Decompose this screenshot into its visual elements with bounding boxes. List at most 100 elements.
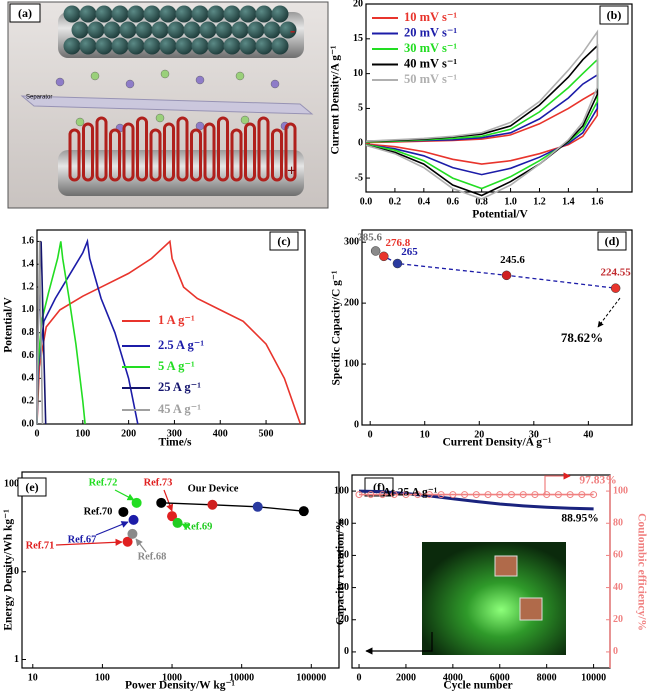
x-tick-label: 0.8 xyxy=(475,196,488,207)
separator-label: Separator xyxy=(26,95,52,101)
data-point xyxy=(167,511,178,522)
panel-label-box xyxy=(9,3,41,23)
x-tick-label: 200 xyxy=(121,428,136,439)
label-arrow xyxy=(95,521,129,536)
y-axis-label: Specific Capacity/C g⁻¹ xyxy=(331,271,343,386)
label-arrow xyxy=(163,489,174,512)
x-tick-label: 1000 xyxy=(162,672,182,683)
y-tick-label: 1.0 xyxy=(22,304,35,315)
y2-tick-label: 60 xyxy=(613,550,623,561)
sphere xyxy=(71,21,89,39)
point-label: Ref.70 xyxy=(84,506,113,517)
x-tick-label: 1.0 xyxy=(504,196,517,207)
x-tick-label: 1.2 xyxy=(533,196,546,207)
x-axis-label: Power Density/W kg⁻¹ xyxy=(125,680,235,692)
sphere xyxy=(271,5,289,23)
coil xyxy=(109,128,121,182)
series-marker xyxy=(578,491,586,499)
x-tick-label: 400 xyxy=(213,428,228,439)
series-marker xyxy=(449,491,457,499)
series-line xyxy=(365,43,599,197)
x-tick-label: 0 xyxy=(368,429,373,440)
coil xyxy=(82,122,94,182)
plot-frame xyxy=(365,3,633,193)
y-tick-label: 1.4 xyxy=(22,259,35,270)
sphere xyxy=(255,37,273,55)
x-tick-label: 0.0 xyxy=(360,196,373,207)
y-tick-label: 60 xyxy=(339,550,349,561)
legend-label: 50 mV s⁻¹ xyxy=(404,72,457,86)
series-line xyxy=(36,239,302,425)
y-tick-label: 1.6 xyxy=(22,236,35,247)
point-label: Ref.73 xyxy=(144,477,173,488)
ion xyxy=(160,69,170,79)
sphere xyxy=(159,5,177,23)
y-tick-label: 0 xyxy=(358,138,363,149)
series-line xyxy=(358,489,594,511)
coil xyxy=(68,128,81,182)
y-tick-label: 20 xyxy=(353,0,363,9)
series-marker xyxy=(367,491,375,499)
x-tick-label: 10 xyxy=(28,672,38,683)
point-label: Ref.68 xyxy=(138,551,167,562)
sphere xyxy=(223,37,241,55)
sphere xyxy=(231,21,249,39)
coil xyxy=(149,128,162,182)
y2-tick-label: 80 xyxy=(613,518,623,529)
minus-sign: - xyxy=(290,23,295,40)
sphere xyxy=(143,5,161,23)
label-arrow xyxy=(55,538,123,546)
ion xyxy=(90,71,100,81)
sphere xyxy=(103,21,121,39)
y-tick-label: 100 xyxy=(334,485,349,496)
y-axis-label: Capacity retention/% xyxy=(335,519,347,625)
coil xyxy=(176,116,189,182)
y2-tick-label: 100 xyxy=(613,485,628,496)
y-tick-label: 10 xyxy=(353,68,363,79)
x-axis-label: Potential/V xyxy=(472,209,528,221)
anode-spheres xyxy=(63,5,297,55)
series-line xyxy=(36,238,139,425)
sphere xyxy=(87,21,105,39)
series-line xyxy=(365,57,599,190)
ion xyxy=(75,117,85,127)
value-label: 285.6 xyxy=(357,231,382,243)
sphere xyxy=(247,21,265,39)
value-label: 265 xyxy=(401,246,418,258)
y-tick-label: 5 xyxy=(358,103,363,114)
x-tick-label: 0.2 xyxy=(389,196,402,207)
legend-label: 2.5 A g⁻¹ xyxy=(158,338,204,352)
series-marker xyxy=(378,491,386,499)
label-arrow xyxy=(114,489,135,501)
sphere xyxy=(223,5,241,23)
series-line xyxy=(161,502,304,512)
cathode-coils xyxy=(68,116,297,182)
sphere xyxy=(79,37,97,55)
label-arrow xyxy=(181,523,190,531)
sphere xyxy=(143,37,161,55)
sphere xyxy=(279,21,297,39)
y-tick-label: 15 xyxy=(353,33,363,44)
x-tick-label: 8000 xyxy=(537,672,557,683)
y-tick-label: 100 xyxy=(4,478,19,489)
data-point xyxy=(379,251,389,262)
data-point xyxy=(207,499,218,510)
ion xyxy=(195,121,205,131)
y-tick-label: 0.4 xyxy=(22,373,35,384)
sphere xyxy=(135,21,153,39)
x-axis-label: Cycle number xyxy=(443,680,512,692)
coil xyxy=(257,116,270,182)
sphere xyxy=(151,21,169,39)
coil xyxy=(136,116,148,182)
panel-label: (a) xyxy=(18,6,32,20)
coil xyxy=(203,122,216,182)
y-tick-label: 0.8 xyxy=(22,327,35,338)
sphere xyxy=(63,37,81,55)
value-label: 276.8 xyxy=(385,237,410,249)
series-marker xyxy=(472,491,480,499)
sphere xyxy=(79,5,97,23)
x-tick-label: 20 xyxy=(474,429,484,440)
label-arrow xyxy=(135,538,147,553)
data-point xyxy=(392,258,403,269)
